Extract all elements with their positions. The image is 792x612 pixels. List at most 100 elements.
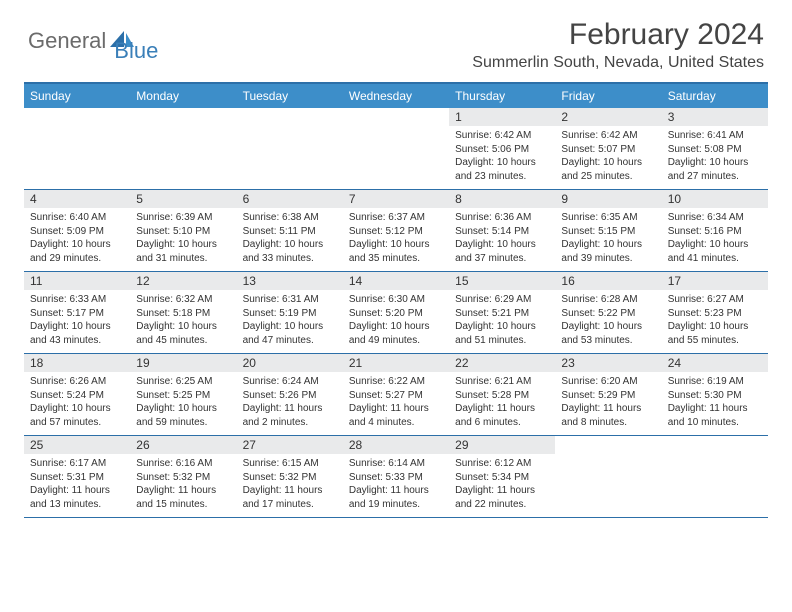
sunrise-text: Sunrise: 6:16 AM (136, 457, 230, 471)
day-number: 4 (30, 192, 37, 206)
day-number: 5 (136, 192, 143, 206)
day-number-row: 29 (449, 436, 555, 454)
day-number-row: 8 (449, 190, 555, 208)
sunset-text: Sunset: 5:31 PM (30, 471, 124, 485)
daylight-text: Daylight: 10 hours and 25 minutes. (561, 156, 655, 183)
day-content: Sunrise: 6:24 AMSunset: 5:26 PMDaylight:… (237, 372, 343, 435)
sunrise-text: Sunrise: 6:17 AM (30, 457, 124, 471)
sunrise-text: Sunrise: 6:25 AM (136, 375, 230, 389)
daylight-text: Daylight: 11 hours and 2 minutes. (243, 402, 337, 429)
calendar-day-cell: 13Sunrise: 6:31 AMSunset: 5:19 PMDayligh… (237, 272, 343, 353)
calendar-day-cell (662, 436, 768, 517)
day-number-row: 5 (130, 190, 236, 208)
sunset-text: Sunset: 5:27 PM (349, 389, 443, 403)
day-number: 1 (455, 110, 462, 124)
calendar-header-cell: Saturday (662, 84, 768, 108)
daylight-text: Daylight: 10 hours and 57 minutes. (30, 402, 124, 429)
day-content: Sunrise: 6:36 AMSunset: 5:14 PMDaylight:… (449, 208, 555, 271)
sunset-text: Sunset: 5:26 PM (243, 389, 337, 403)
daylight-text: Daylight: 11 hours and 10 minutes. (668, 402, 762, 429)
day-content: Sunrise: 6:31 AMSunset: 5:19 PMDaylight:… (237, 290, 343, 353)
calendar-day-cell: 16Sunrise: 6:28 AMSunset: 5:22 PMDayligh… (555, 272, 661, 353)
daylight-text: Daylight: 10 hours and 49 minutes. (349, 320, 443, 347)
day-content: Sunrise: 6:27 AMSunset: 5:23 PMDaylight:… (662, 290, 768, 353)
calendar-week-row: 1 Sunrise: 6:42 AMSunset: 5:06 PMDaylight… (24, 108, 768, 190)
day-content: Sunrise: 6:33 AMSunset: 5:17 PMDaylight:… (24, 290, 130, 353)
calendar-day-cell (555, 436, 661, 517)
day-number: 11 (30, 274, 42, 288)
day-number-row: 9 (555, 190, 661, 208)
day-content: Sunrise: 6:15 AMSunset: 5:32 PMDaylight:… (237, 454, 343, 517)
daylight-text: Daylight: 10 hours and 43 minutes. (30, 320, 124, 347)
sunset-text: Sunset: 5:21 PM (455, 307, 549, 321)
day-number-row: 10 (662, 190, 768, 208)
sunrise-text: Sunrise: 6:34 AM (668, 211, 762, 225)
day-content: Sunrise: 6:42 AMSunset: 5:06 PMDaylight:… (449, 126, 555, 189)
sunrise-text: Sunrise: 6:39 AM (136, 211, 230, 225)
calendar-day-cell: 25Sunrise: 6:17 AMSunset: 5:31 PMDayligh… (24, 436, 130, 517)
day-number: 21 (349, 356, 362, 370)
day-content: Sunrise: 6:41 AMSunset: 5:08 PMDaylight:… (662, 126, 768, 189)
day-number-row (24, 108, 130, 126)
sunset-text: Sunset: 5:22 PM (561, 307, 655, 321)
daylight-text: Daylight: 10 hours and 45 minutes. (136, 320, 230, 347)
sunset-text: Sunset: 5:32 PM (136, 471, 230, 485)
daylight-text: Daylight: 10 hours and 39 minutes. (561, 238, 655, 265)
sunset-text: Sunset: 5:07 PM (561, 143, 655, 157)
calendar-header-cell: Thursday (449, 84, 555, 108)
daylight-text: Daylight: 10 hours and 35 minutes. (349, 238, 443, 265)
day-number: 26 (136, 438, 149, 452)
day-number-row: 20 (237, 354, 343, 372)
daylight-text: Daylight: 10 hours and 31 minutes. (136, 238, 230, 265)
day-content: Sunrise: 6:21 AMSunset: 5:28 PMDaylight:… (449, 372, 555, 435)
day-number-row: 12 (130, 272, 236, 290)
sunrise-text: Sunrise: 6:42 AM (561, 129, 655, 143)
day-number: 20 (243, 356, 256, 370)
calendar-week-row: 18Sunrise: 6:26 AMSunset: 5:24 PMDayligh… (24, 354, 768, 436)
day-number: 6 (243, 192, 250, 206)
calendar-header-cell: Sunday (24, 84, 130, 108)
day-content: Sunrise: 6:39 AMSunset: 5:10 PMDaylight:… (130, 208, 236, 271)
sunset-text: Sunset: 5:15 PM (561, 225, 655, 239)
sunrise-text: Sunrise: 6:24 AM (243, 375, 337, 389)
day-number: 17 (668, 274, 681, 288)
sunset-text: Sunset: 5:32 PM (243, 471, 337, 485)
day-number-row: 4 (24, 190, 130, 208)
daylight-text: Daylight: 10 hours and 23 minutes. (455, 156, 549, 183)
calendar-day-cell: 12Sunrise: 6:32 AMSunset: 5:18 PMDayligh… (130, 272, 236, 353)
sunset-text: Sunset: 5:11 PM (243, 225, 337, 239)
sunset-text: Sunset: 5:19 PM (243, 307, 337, 321)
sunrise-text: Sunrise: 6:32 AM (136, 293, 230, 307)
sunrise-text: Sunrise: 6:22 AM (349, 375, 443, 389)
day-number-row: 17 (662, 272, 768, 290)
sunrise-text: Sunrise: 6:31 AM (243, 293, 337, 307)
daylight-text: Daylight: 11 hours and 15 minutes. (136, 484, 230, 511)
calendar-day-cell: 18Sunrise: 6:26 AMSunset: 5:24 PMDayligh… (24, 354, 130, 435)
day-content: Sunrise: 6:35 AMSunset: 5:15 PMDaylight:… (555, 208, 661, 271)
day-number-row: 23 (555, 354, 661, 372)
day-content: Sunrise: 6:26 AMSunset: 5:24 PMDaylight:… (24, 372, 130, 435)
sunrise-text: Sunrise: 6:29 AM (455, 293, 549, 307)
location-subtitle: Summerlin South, Nevada, United States (472, 54, 764, 72)
sunset-text: Sunset: 5:29 PM (561, 389, 655, 403)
calendar-day-cell: 2 Sunrise: 6:42 AMSunset: 5:07 PMDaylight… (555, 108, 661, 189)
day-content: Sunrise: 6:17 AMSunset: 5:31 PMDaylight:… (24, 454, 130, 517)
logo-text-general: General (28, 28, 106, 54)
day-number-row: 16 (555, 272, 661, 290)
day-number-row: 2 (555, 108, 661, 126)
day-content: Sunrise: 6:14 AMSunset: 5:33 PMDaylight:… (343, 454, 449, 517)
calendar-day-cell: 19Sunrise: 6:25 AMSunset: 5:25 PMDayligh… (130, 354, 236, 435)
sunrise-text: Sunrise: 6:14 AM (349, 457, 443, 471)
sunrise-text: Sunrise: 6:30 AM (349, 293, 443, 307)
day-content: Sunrise: 6:32 AMSunset: 5:18 PMDaylight:… (130, 290, 236, 353)
day-number-row (662, 436, 768, 454)
sunrise-text: Sunrise: 6:36 AM (455, 211, 549, 225)
day-content: Sunrise: 6:28 AMSunset: 5:22 PMDaylight:… (555, 290, 661, 353)
daylight-text: Daylight: 11 hours and 6 minutes. (455, 402, 549, 429)
calendar: SundayMondayTuesdayWednesdayThursdayFrid… (24, 82, 768, 518)
sunset-text: Sunset: 5:25 PM (136, 389, 230, 403)
calendar-header-row: SundayMondayTuesdayWednesdayThursdayFrid… (24, 84, 768, 108)
calendar-day-cell: 8Sunrise: 6:36 AMSunset: 5:14 PMDaylight… (449, 190, 555, 271)
daylight-text: Daylight: 10 hours and 55 minutes. (668, 320, 762, 347)
day-content: Sunrise: 6:34 AMSunset: 5:16 PMDaylight:… (662, 208, 768, 271)
